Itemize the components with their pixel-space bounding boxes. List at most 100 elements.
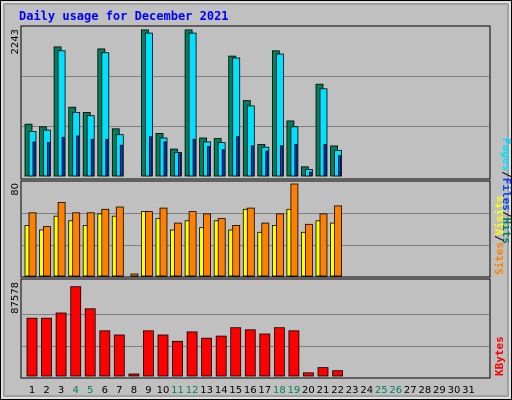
sites-bar [203,213,212,277]
kbytes-bar [128,373,140,377]
pages-bar [119,144,123,177]
legend-pages: Pages [500,138,512,171]
sites-bar [217,218,226,277]
x-tick-label: 7 [116,385,122,396]
sites-bar [188,211,197,277]
x-tick-label: 13 [200,385,213,396]
pages-bar [338,155,342,177]
x-tick-label: 9 [145,385,151,396]
kbytes-bar [244,329,256,377]
files-bar [188,32,197,177]
sites-bar [115,206,124,277]
pages-bar [76,135,80,177]
pages-bar [148,136,152,177]
files-bar [43,129,51,177]
pages-bar [192,138,196,177]
x-tick-label: 30 [448,385,461,396]
files-bar [246,105,255,177]
frame-shadow [3,3,509,397]
bars-layer [24,29,344,377]
sites-bar [101,208,110,277]
files-bar [290,126,299,177]
kbytes-bar [84,308,96,377]
x-tick-label: 12 [186,385,199,396]
pages-bar [32,141,36,177]
x-tick-label: 21 [317,385,330,396]
pages-bar [279,145,283,177]
pages-bar [221,149,225,177]
x-tick-label: 11 [171,385,184,396]
files-bar [275,53,284,177]
legend-visits: Visits [493,196,506,236]
hits-legend: Pages/Files/Hits [500,138,512,244]
kbytes-bar [332,370,344,377]
pages-bar [90,138,94,177]
kbytes-bar [215,335,227,377]
files-bar [144,32,153,177]
sites-bar [159,207,168,277]
kbytes-bar [41,317,52,377]
x-tick-label: 23 [346,385,359,396]
x-tick-label: 3 [58,385,64,396]
kbytes-bar [186,331,198,377]
kbytes-ymax-label: 87578 [10,282,21,314]
sites-bar [261,222,270,277]
kbytes-bar [172,340,183,377]
x-axis-labels: 1 2 3 4 5 6 7 8 9 10 11 12 13 14 15 16 17 18 19 20 21 22 23 24 2… [29,385,475,396]
sites-bar [232,224,241,277]
sites-bar [275,213,284,277]
x-tick-label: 19 [288,385,301,396]
sites-bar [72,212,81,277]
sites-bar [57,201,66,277]
sites-bar [28,212,37,277]
x-tick-label: 18 [273,385,286,396]
kbytes-bar [142,330,154,377]
files-bar [86,115,95,177]
files-bar [217,142,226,177]
pages-bar [323,144,327,177]
sites-bar [130,273,139,277]
x-tick-label: 2 [43,385,49,396]
files-bar [101,52,110,177]
files-bar [232,57,241,177]
kbytes-bar [113,334,125,377]
files-bar [304,168,313,177]
kbytes-bar [99,330,111,377]
pages-bar [294,144,298,177]
kbytes-bar [259,333,271,377]
kbytes-bar [273,327,285,377]
pages-bar [105,138,109,177]
x-tick-label: 29 [433,385,446,396]
kbytes-bar [70,286,82,377]
x-tick-label: 4 [73,385,79,396]
sites-bar [319,213,328,277]
x-tick-label: 14 [215,385,228,396]
pages-bar [207,146,211,177]
pages-bar [250,145,254,177]
files-bar [159,137,168,177]
sites-bar [304,223,313,277]
legend-separator: / [493,235,506,242]
kbytes-bar [55,312,67,377]
pages-bar [163,141,167,177]
visits-legend: Sites/Visits [493,196,506,276]
files-bar [72,112,81,177]
files-bar [174,151,182,177]
x-tick-label: 6 [102,385,108,396]
visits-ymax-label: 80 [10,183,21,196]
files-bar [203,141,212,177]
x-tick-label: 17 [258,385,271,396]
x-tick-label: 10 [157,385,170,396]
kbytes-bar [230,327,242,377]
legend-files: Files [500,178,512,211]
x-tick-label: 1 [29,385,35,396]
x-tick-label: 27 [404,385,417,396]
sites-bar [43,226,51,277]
sites-bar [144,211,153,277]
legend-kbytes: KBytes [493,336,506,376]
kbytes-bar [157,334,169,377]
pages-bar [47,142,50,177]
files-bar [57,50,66,177]
kbytes-bar [26,317,38,377]
